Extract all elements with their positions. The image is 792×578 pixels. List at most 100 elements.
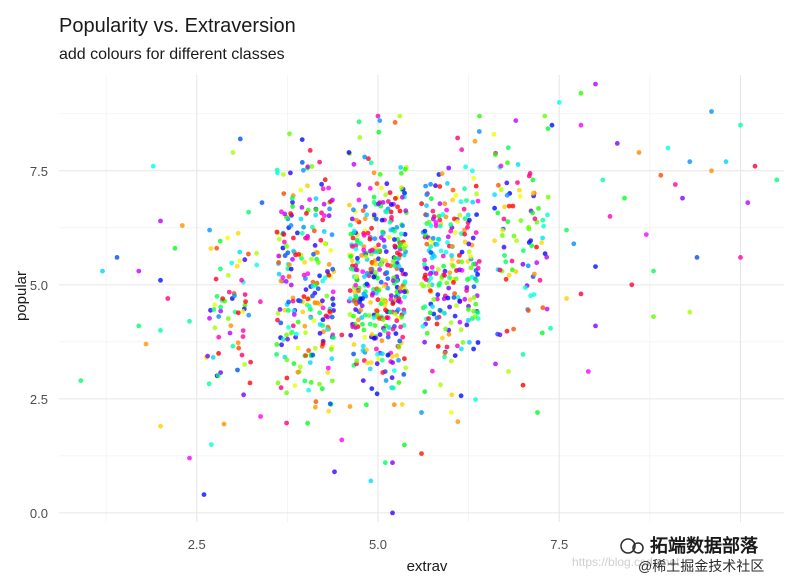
data-point [525, 263, 531, 269]
data-point [403, 271, 408, 277]
data-point [504, 328, 510, 334]
data-point [530, 210, 535, 216]
data-point [505, 160, 510, 166]
data-point [466, 317, 471, 323]
data-point [302, 259, 307, 265]
data-point [388, 296, 394, 302]
data-point [301, 294, 307, 299]
data-point [363, 254, 369, 260]
data-point [401, 310, 407, 315]
data-point [471, 346, 476, 352]
data-point [230, 343, 236, 349]
data-point [523, 285, 528, 291]
data-point [464, 198, 469, 203]
data-point [400, 223, 405, 229]
data-point [503, 276, 509, 282]
data-point [327, 206, 332, 212]
data-point [237, 249, 243, 255]
data-point [285, 250, 291, 256]
data-point [462, 296, 468, 302]
data-point [498, 163, 504, 169]
data-point [374, 361, 380, 367]
data-point [311, 228, 317, 234]
data-point [310, 352, 316, 358]
data-point [503, 259, 509, 265]
data-point [549, 122, 555, 128]
data-point [495, 210, 501, 216]
data-point [369, 386, 375, 391]
data-point [313, 399, 319, 405]
data-point [317, 159, 322, 165]
data-point [455, 343, 460, 349]
data-point [329, 378, 335, 384]
data-point [398, 170, 404, 176]
data-point [258, 299, 263, 305]
data-point [299, 230, 305, 236]
data-point [390, 360, 395, 365]
data-point [709, 109, 714, 114]
data-point [349, 216, 355, 222]
data-point [448, 410, 454, 415]
data-point [493, 361, 498, 367]
data-point [515, 162, 521, 167]
data-point [317, 322, 323, 327]
data-point [491, 131, 497, 137]
data-point [468, 265, 474, 271]
watermark: https://blog.csdn.net 拓端数据部落 @稀土掘金技术社区 [572, 535, 764, 574]
data-point [392, 311, 398, 317]
data-point [428, 275, 434, 281]
data-point [305, 296, 311, 302]
data-point [473, 183, 479, 189]
data-point [402, 356, 407, 362]
data-point [548, 325, 553, 331]
data-point [437, 223, 443, 229]
data-point [361, 291, 367, 297]
data-point [365, 360, 370, 366]
data-point [502, 253, 507, 258]
data-point [275, 380, 281, 386]
data-point [390, 510, 395, 516]
data-point [430, 235, 436, 241]
data-point [305, 420, 310, 426]
data-point [723, 159, 729, 165]
data-point [353, 295, 359, 300]
data-point [375, 351, 380, 357]
data-point [371, 315, 377, 320]
data-point [360, 296, 365, 301]
data-point [470, 235, 476, 241]
data-point [297, 364, 303, 370]
data-point [310, 224, 315, 230]
data-point [427, 271, 433, 277]
data-point [471, 295, 477, 300]
data-point [312, 345, 318, 351]
data-point [320, 317, 326, 323]
data-point [472, 314, 478, 320]
data-point [448, 228, 454, 234]
svg-text:https://blog.csdn.net: https://blog.csdn.net [572, 555, 680, 569]
data-point [477, 113, 482, 119]
data-point [450, 197, 456, 203]
data-point [455, 419, 461, 425]
data-point [216, 334, 222, 340]
data-point [332, 469, 337, 475]
data-point [318, 237, 324, 243]
data-point [353, 307, 358, 312]
data-point [452, 353, 458, 358]
data-point [359, 315, 365, 320]
data-point [474, 191, 479, 197]
data-point [440, 253, 446, 259]
data-point [540, 305, 546, 311]
data-point [446, 165, 452, 171]
data-point [288, 170, 293, 176]
data-point [531, 292, 537, 297]
data-point [687, 159, 693, 165]
data-point [215, 373, 221, 378]
data-point [402, 166, 408, 172]
data-point [446, 285, 452, 291]
data-point [290, 204, 295, 209]
data-point [672, 182, 678, 187]
data-point [387, 190, 393, 196]
data-point [221, 421, 227, 427]
data-point [396, 296, 402, 302]
data-point [393, 331, 399, 336]
